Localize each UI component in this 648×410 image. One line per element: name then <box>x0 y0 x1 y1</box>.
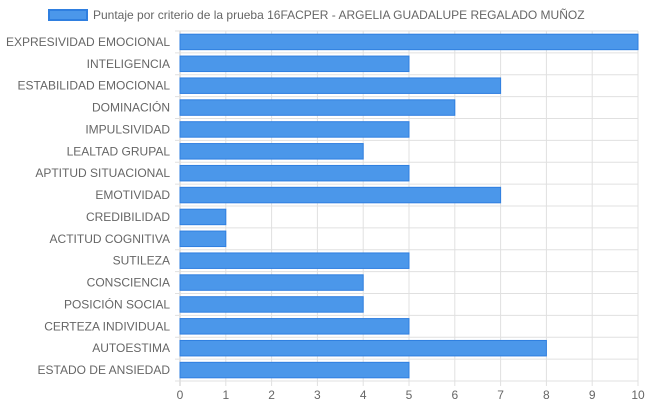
category-label: CREDIBILIDAD <box>86 210 170 224</box>
category-label: IMPULSIVIDAD <box>85 122 170 136</box>
legend-swatch <box>48 9 88 21</box>
x-tick-label: 10 <box>631 388 645 402</box>
bar[interactable] <box>179 361 410 379</box>
category-label: ACTITUD COGNITIVA <box>50 232 170 246</box>
x-tick-label: 3 <box>314 388 321 402</box>
bar[interactable] <box>179 77 502 94</box>
chart-legend[interactable]: Puntaje por criterio de la prueba 16FACP… <box>48 5 585 25</box>
category-label: INTELIGENCIA <box>87 57 170 71</box>
bar[interactable] <box>179 55 410 73</box>
x-tick-label: 8 <box>543 388 550 402</box>
bar[interactable] <box>179 33 639 51</box>
category-label: ESTADO DE ANSIEDAD <box>38 363 171 377</box>
legend-label: Puntaje por criterio de la prueba 16FACP… <box>93 8 585 22</box>
x-tick-label: 9 <box>589 388 596 402</box>
bar[interactable] <box>179 339 547 357</box>
bar[interactable] <box>179 230 227 248</box>
x-tick-label: 6 <box>451 388 458 402</box>
bar[interactable] <box>179 164 410 182</box>
category-label: APTITUD SITUACIONAL <box>35 166 170 180</box>
category-label: EMOTIVIDAD <box>95 188 170 202</box>
bar[interactable] <box>179 318 410 335</box>
bar[interactable] <box>179 208 227 226</box>
x-tick-label: 4 <box>360 388 367 402</box>
bar[interactable] <box>179 274 364 291</box>
category-label: CONSCIENCIA <box>87 276 170 290</box>
bar[interactable] <box>179 186 502 204</box>
category-label: SUTILEZA <box>113 254 170 268</box>
category-label: POSICIÓN SOCIAL <box>64 296 170 311</box>
x-tick-label: 2 <box>268 388 275 402</box>
x-tick-label: 1 <box>222 388 229 402</box>
bar[interactable] <box>179 252 410 269</box>
x-tick-label: 5 <box>406 388 413 402</box>
category-label: CERTEZA INDIVIDUAL <box>44 319 170 333</box>
bar[interactable] <box>179 296 364 313</box>
category-label: ESTABILIDAD EMOCIONAL <box>18 79 171 93</box>
category-label: LEALTAD GRUPAL <box>67 144 171 158</box>
bar[interactable] <box>179 143 364 160</box>
x-tick-label: 0 <box>177 388 184 402</box>
category-label: DOMINACIÓN <box>92 100 170 115</box>
bar[interactable] <box>179 99 456 116</box>
category-label: EXPRESIVIDAD EMOCIONAL <box>6 35 170 49</box>
x-tick-label: 7 <box>497 388 504 402</box>
category-label: AUTOESTIMA <box>92 341 170 355</box>
bar[interactable] <box>179 121 410 138</box>
